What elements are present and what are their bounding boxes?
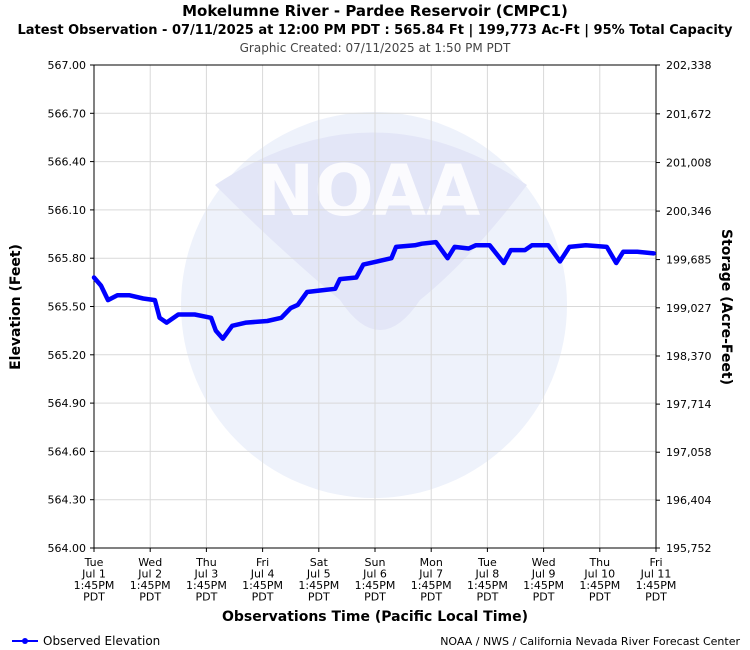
y-tick-label: 566.10 bbox=[48, 204, 87, 217]
chart-title: Mokelumne River - Pardee Reservoir (CMPC… bbox=[182, 2, 568, 20]
plot-frame bbox=[93, 64, 657, 549]
x-tick-label: Wed Jul 2 1:45PM PDT bbox=[130, 556, 171, 604]
y2-tick-label: 196,404 bbox=[666, 494, 712, 507]
y-tick-label: 564.00 bbox=[48, 542, 87, 555]
y2-tick-label: 201,008 bbox=[666, 157, 712, 170]
y2-tick-label: 197,058 bbox=[666, 446, 712, 459]
credit: NOAA / NWS / California Nevada River For… bbox=[440, 635, 740, 648]
x-tick-label: Thu Jul 10 1:45PM PDT bbox=[579, 556, 620, 604]
chart-caption: Graphic Created: 07/11/2025 at 1:50 PM P… bbox=[240, 41, 511, 55]
x-tick-label: Sun Jul 6 1:45PM PDT bbox=[355, 556, 396, 604]
y2-tick-label: 195,752 bbox=[666, 542, 712, 555]
y-axis-label: Elevation (Feet) bbox=[8, 244, 24, 370]
chart-subtitle: Latest Observation - 07/11/2025 at 12:00… bbox=[18, 23, 734, 38]
x-tick-label: Wed Jul 9 1:45PM PDT bbox=[523, 556, 564, 604]
y-tick-label: 566.70 bbox=[48, 107, 87, 120]
y2-tick-label: 199,027 bbox=[666, 302, 712, 315]
y-tick-label: 565.50 bbox=[48, 301, 87, 314]
y2-tick-label: 201,672 bbox=[666, 108, 712, 121]
x-tick-label: Thu Jul 3 1:45PM PDT bbox=[186, 556, 227, 604]
y2-tick-label: 198,370 bbox=[666, 350, 712, 363]
y2-axis-label: Storage (Acre-Feet) bbox=[718, 229, 734, 385]
x-tick-label: Mon Jul 7 1:45PM PDT bbox=[411, 556, 452, 604]
watermark-text: NOAA bbox=[256, 150, 481, 232]
x-tick-label: Tue Jul 1 1:45PM PDT bbox=[74, 556, 115, 604]
watermark-shape bbox=[215, 132, 527, 330]
y-tick-label: 564.90 bbox=[48, 397, 87, 410]
y2-tick-label: 200,346 bbox=[666, 205, 712, 218]
y-tick-label: 564.60 bbox=[48, 445, 87, 458]
y-tick-label: 565.20 bbox=[48, 349, 87, 362]
legend-label: Observed Elevation bbox=[43, 634, 160, 648]
data-line bbox=[91, 239, 656, 341]
x-tick-label: Fri Jul 11 1:45PM PDT bbox=[636, 556, 677, 604]
x-tick-label: Sat Jul 5 1:45PM PDT bbox=[298, 556, 339, 604]
y-tick-label: 564.30 bbox=[48, 494, 87, 507]
x-tick-label: Tue Jul 8 1:45PM PDT bbox=[467, 556, 508, 604]
x-axis-label: Observations Time (Pacific Local Time) bbox=[222, 609, 528, 625]
y2-tick-label: 197,714 bbox=[666, 398, 712, 411]
y-tick-label: 565.80 bbox=[48, 252, 87, 265]
x-tick-label: Fri Jul 4 1:45PM PDT bbox=[242, 556, 283, 604]
legend-marker bbox=[22, 638, 28, 644]
y-tick-label: 566.40 bbox=[48, 156, 87, 169]
y2-tick-label: 199,685 bbox=[666, 254, 712, 267]
y-tick-label: 567.00 bbox=[48, 59, 87, 72]
y2-tick-label: 202,338 bbox=[666, 59, 712, 72]
